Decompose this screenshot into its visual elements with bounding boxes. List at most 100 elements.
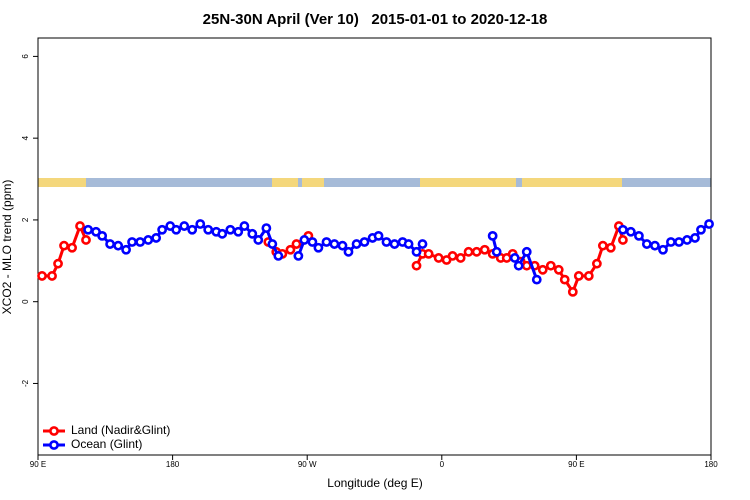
x-tick-label: 90 E — [30, 460, 46, 469]
land-strip — [38, 178, 86, 187]
point — [135, 237, 146, 247]
y-tick-label: -2 — [21, 379, 30, 387]
point — [157, 224, 168, 235]
point — [217, 228, 228, 239]
point — [293, 251, 304, 261]
point — [81, 235, 91, 245]
point — [658, 244, 668, 255]
point — [127, 237, 137, 247]
point — [463, 246, 474, 257]
x-tick-label: 180 — [166, 460, 180, 469]
point — [343, 246, 354, 257]
point — [113, 240, 124, 251]
point — [573, 271, 584, 281]
point — [273, 251, 284, 261]
point — [403, 239, 414, 249]
point — [97, 230, 108, 241]
point — [187, 224, 198, 235]
point — [239, 221, 250, 231]
point — [433, 253, 444, 263]
legend-label: Land (Nadir&Glint) — [71, 423, 170, 437]
y-tick-label: 4 — [21, 135, 30, 140]
point — [559, 274, 570, 285]
point — [253, 235, 264, 245]
point — [313, 242, 324, 253]
point — [553, 264, 564, 275]
point — [545, 260, 556, 271]
point — [225, 224, 236, 235]
point — [195, 219, 206, 229]
point — [690, 233, 700, 243]
point — [381, 237, 392, 247]
point — [411, 246, 422, 257]
point — [143, 235, 154, 245]
point — [261, 223, 272, 234]
chart-title: 25N-30N April (Ver 10) 2015-01-01 to 202… — [203, 11, 548, 28]
point — [531, 274, 542, 285]
point — [487, 230, 498, 241]
land-ocean-strip — [38, 178, 711, 187]
point — [59, 240, 69, 251]
x-tick-label: 90 E — [568, 460, 584, 469]
point — [509, 253, 520, 263]
point — [591, 258, 602, 269]
ocean-strip — [38, 178, 711, 187]
point — [682, 235, 692, 245]
point — [291, 239, 302, 249]
point — [618, 235, 628, 245]
point — [53, 258, 63, 269]
point — [67, 242, 77, 253]
series-line — [42, 222, 88, 278]
y-tick-label: 6 — [21, 54, 30, 59]
point — [411, 260, 422, 271]
point — [359, 237, 370, 247]
land-strip — [272, 178, 298, 187]
point — [307, 237, 318, 247]
point — [247, 228, 258, 239]
legend-label: Ocean (Glint) — [71, 437, 142, 451]
legend-marker — [49, 440, 59, 450]
point — [650, 240, 660, 251]
point — [373, 230, 384, 241]
legend: Land (Nadir&Glint)Ocean (Glint) — [43, 423, 170, 451]
point — [634, 230, 644, 241]
point — [417, 239, 428, 249]
y-axis-label: XCO2 - MLO trend (ppm) — [0, 180, 14, 315]
point — [151, 233, 162, 243]
point — [696, 224, 706, 235]
land-strip — [420, 178, 516, 187]
point — [105, 239, 115, 249]
x-tick-label: 180 — [704, 460, 718, 469]
legend-marker — [49, 426, 59, 436]
point — [704, 219, 714, 229]
point — [267, 239, 278, 249]
x-axis-label: Longitude (deg E) — [327, 476, 422, 490]
point — [597, 240, 608, 251]
point — [491, 246, 502, 257]
point — [567, 286, 578, 297]
point — [666, 237, 676, 247]
point — [329, 239, 340, 249]
y-tick-label: 0 — [21, 299, 30, 304]
point — [171, 224, 182, 235]
point — [521, 246, 532, 257]
point — [513, 260, 524, 271]
point — [203, 224, 214, 235]
point — [479, 244, 490, 255]
point — [625, 226, 636, 237]
point — [179, 221, 190, 231]
point — [233, 226, 244, 237]
point — [47, 271, 57, 281]
point — [37, 271, 47, 281]
point — [641, 239, 652, 249]
point — [285, 244, 296, 255]
point — [121, 244, 131, 255]
point — [537, 264, 548, 275]
point — [605, 242, 616, 253]
point — [674, 237, 684, 247]
x-tick-label: 0 — [440, 460, 445, 469]
point — [337, 240, 348, 251]
point — [299, 235, 310, 245]
point — [447, 251, 458, 261]
